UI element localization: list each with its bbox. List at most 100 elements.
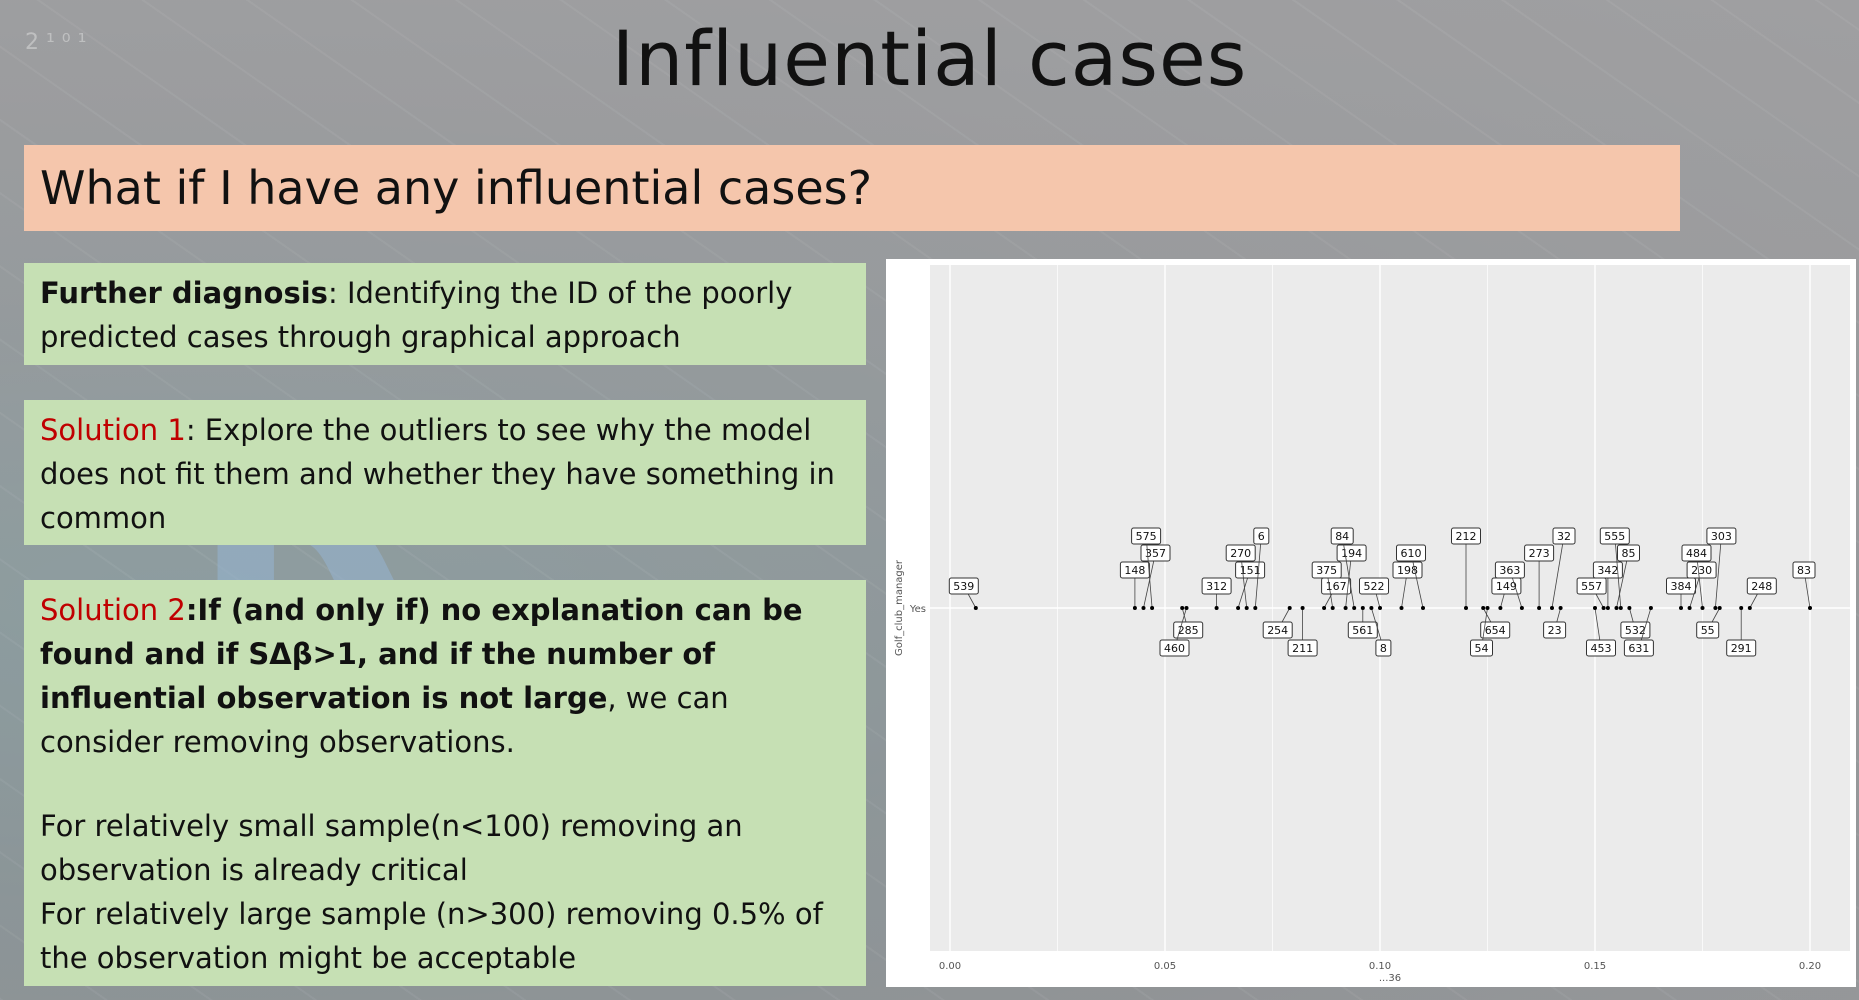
data-point xyxy=(1601,606,1606,610)
solution2-condition: If (and only if) no explanation can be f… xyxy=(40,593,803,715)
solution1-box: Solution 1: Explore the outliers to see … xyxy=(24,400,866,545)
point-label: 6 xyxy=(1258,530,1265,543)
data-point xyxy=(1808,606,1812,610)
solution1-text: : Explore the outliers to see why the mo… xyxy=(40,413,835,535)
point-label-box xyxy=(1119,561,1150,579)
label-leader-line xyxy=(1614,535,1622,609)
x-tick-label: 0.20 xyxy=(1799,961,1821,972)
point-label: 357 xyxy=(1145,547,1166,560)
data-point xyxy=(1605,606,1610,610)
point-label: 23 xyxy=(1548,624,1562,637)
point-label-box xyxy=(1330,527,1354,545)
data-point xyxy=(1618,606,1623,610)
point-label: 167 xyxy=(1326,580,1347,593)
point-label: 631 xyxy=(1628,642,1649,655)
data-point xyxy=(1464,606,1468,610)
point-label-box xyxy=(1543,621,1567,639)
data-point xyxy=(1679,606,1683,610)
slide-title: Influential cases xyxy=(611,14,1248,103)
solution1-label: Solution 1 xyxy=(40,413,186,447)
point-label: 198 xyxy=(1397,564,1418,577)
point-label-box xyxy=(1392,561,1423,579)
point-label-box xyxy=(1494,561,1525,579)
point-label-box xyxy=(1480,621,1511,639)
large-sample-note: For relatively large sample (n>300) remo… xyxy=(40,897,823,975)
point-label: 151 xyxy=(1240,564,1261,577)
point-label-box xyxy=(1696,621,1720,639)
point-label: 539 xyxy=(953,580,974,593)
point-label: 194 xyxy=(1341,547,1362,560)
point-label: 610 xyxy=(1401,547,1422,560)
point-label-box xyxy=(1359,577,1389,595)
data-point xyxy=(973,606,978,610)
data-point xyxy=(1287,606,1292,610)
solution2-text: , we can consider removing observations. xyxy=(40,681,729,759)
point-label-box xyxy=(1524,544,1555,562)
point-label: 212 xyxy=(1456,530,1477,543)
data-point xyxy=(1330,606,1335,610)
point-label: 83 xyxy=(1797,564,1811,577)
data-point xyxy=(1713,606,1718,610)
data-point xyxy=(1253,606,1258,610)
influence-plot-svg: 0.00 0.05 0.10 0.15 0.20 ...36 Golf_club_manag… xyxy=(894,265,1850,984)
point-label-box xyxy=(948,577,979,595)
solution2-paragraph: Solution 2:If (and only if) no explanati… xyxy=(40,588,850,764)
data-point xyxy=(1747,606,1752,610)
point-label: 561 xyxy=(1352,624,1373,637)
point-label: 84 xyxy=(1335,530,1349,543)
point-label-box xyxy=(1576,577,1607,595)
point-label: 32 xyxy=(1557,530,1571,543)
data-point xyxy=(1485,606,1490,610)
background-digits-decoration: 2 ¹ ⁰ ¹ xyxy=(25,30,87,55)
data-point xyxy=(1236,606,1241,610)
further-diagnosis-text: : Identifying the ID of the poorly predi… xyxy=(40,276,793,354)
point-label: 55 xyxy=(1701,624,1715,637)
data-point xyxy=(1352,606,1357,610)
data-point xyxy=(1593,606,1597,610)
point-label: 148 xyxy=(1124,564,1145,577)
point-label: 384 xyxy=(1671,580,1692,593)
data-point xyxy=(1687,606,1692,610)
point-label-box xyxy=(1253,527,1270,545)
point-label: 85 xyxy=(1622,547,1636,560)
point-label-box xyxy=(1681,544,1712,562)
further-diagnosis-label: Further diagnosis xyxy=(40,276,328,310)
data-point xyxy=(1421,606,1425,610)
data-point xyxy=(1700,606,1705,610)
point-label-box xyxy=(1311,561,1342,579)
x-tick-label: 0.05 xyxy=(1154,961,1176,972)
point-label: 312 xyxy=(1206,580,1227,593)
point-label: 342 xyxy=(1597,564,1618,577)
point-label: 532 xyxy=(1625,624,1646,637)
point-label-box xyxy=(1375,639,1392,657)
question-banner: What if I have any influential cases? xyxy=(24,145,1680,231)
data-point xyxy=(1481,606,1486,610)
point-label: 248 xyxy=(1751,580,1772,593)
point-label: 254 xyxy=(1267,624,1288,637)
point-label-box xyxy=(1666,577,1696,595)
paragraph-spacer xyxy=(40,764,850,804)
data-point xyxy=(1519,606,1524,610)
point-label-box xyxy=(1792,561,1816,579)
solution2-colon: : xyxy=(185,593,198,627)
label-leader-line xyxy=(1341,535,1355,609)
point-label-box xyxy=(1552,527,1576,545)
data-point xyxy=(1558,606,1563,610)
point-label-box xyxy=(1131,527,1162,545)
label-leader-line xyxy=(1240,552,1248,609)
point-label: 453 xyxy=(1591,642,1612,655)
solution2-box: Solution 2:If (and only if) no explanati… xyxy=(24,580,866,986)
label-leader-line xyxy=(1696,552,1703,609)
small-sample-note: For relatively small sample(n<100) remov… xyxy=(40,809,743,887)
point-label: 557 xyxy=(1581,580,1602,593)
data-point xyxy=(1180,606,1185,610)
data-point xyxy=(1537,606,1542,610)
point-label: 211 xyxy=(1292,642,1313,655)
data-point xyxy=(1214,606,1219,610)
point-label: 522 xyxy=(1364,580,1385,593)
point-label: 363 xyxy=(1499,564,1520,577)
data-point xyxy=(1378,606,1382,610)
data-point xyxy=(1627,606,1632,610)
further-diagnosis-box: Further diagnosis: Identifying the ID of… xyxy=(24,263,866,365)
point-label-box xyxy=(1726,639,1757,657)
